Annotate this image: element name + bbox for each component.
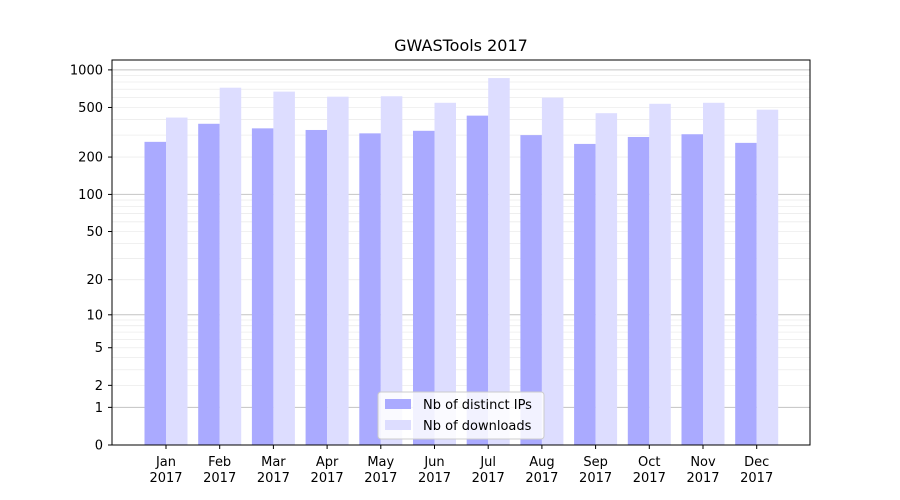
x-tick-label: Dec — [744, 455, 769, 470]
bar-distinct-ips — [574, 143, 596, 445]
x-tick-label: Sep — [583, 455, 608, 470]
x-tick-label: 2017 — [579, 471, 612, 486]
x-tick-label: May — [367, 455, 394, 470]
bar-downloads — [219, 87, 242, 445]
bar-distinct-ips — [251, 128, 274, 446]
y-tick-label: 500 — [78, 101, 103, 116]
bar-distinct-ips — [198, 123, 220, 445]
y-tick-label: 10 — [86, 308, 103, 323]
bar-downloads — [434, 102, 456, 446]
bar-downloads — [703, 102, 725, 446]
x-tick-label: 2017 — [311, 471, 344, 486]
x-tick-label: Feb — [208, 455, 231, 470]
bar-distinct-ips — [359, 133, 381, 446]
x-tick-label: Apr — [316, 455, 339, 470]
legend-box — [377, 391, 545, 440]
legend-swatch-downloads — [385, 420, 411, 430]
bar-downloads — [649, 103, 671, 446]
legend-label-distinct-ips: Nb of distinct IPs — [423, 398, 532, 413]
y-tick-label: 200 — [78, 151, 103, 166]
y-tick-label: 1 — [95, 401, 103, 416]
bar-distinct-ips — [466, 115, 489, 445]
bar-downloads — [273, 91, 295, 446]
chart-title: GWASTools 2017 — [394, 36, 528, 55]
bar-distinct-ips — [520, 135, 542, 445]
bar-distinct-ips — [305, 129, 328, 445]
x-tick-label: 2017 — [686, 471, 719, 486]
bar-distinct-ips — [144, 141, 166, 445]
bars — [144, 78, 779, 446]
y-tick-label: 5 — [95, 341, 103, 356]
x-tick-label: Jun — [423, 455, 444, 470]
legend-swatch-distinct-ips — [385, 399, 411, 409]
x-tick-label: 2017 — [257, 471, 290, 486]
bar-downloads — [380, 96, 403, 445]
x-tick-label: 2017 — [740, 471, 773, 486]
bar-downloads — [488, 78, 510, 445]
legend-label-downloads: Nb of downloads — [423, 419, 532, 434]
legend: Nb of distinct IPs Nb of downloads — [377, 391, 545, 440]
x-tick-label: Mar — [261, 455, 286, 470]
plot-frame — [111, 59, 811, 446]
x-tick-label: Jul — [479, 455, 496, 470]
x-tick-label: Oct — [638, 455, 660, 470]
bar-distinct-ips — [627, 136, 650, 446]
x-axis: Jan2017Feb2017Mar2017Apr2017May2017Jun20… — [149, 445, 773, 486]
y-tick-label: 2 — [95, 379, 103, 394]
x-tick-label: 2017 — [418, 471, 451, 486]
bar-distinct-ips — [681, 134, 703, 445]
x-tick-label: 2017 — [472, 471, 505, 486]
x-tick-label: 2017 — [525, 471, 558, 486]
y-tick-label: 100 — [78, 188, 103, 203]
bar-downloads — [756, 109, 779, 445]
x-tick-label: 2017 — [364, 471, 397, 486]
x-tick-label: Jan — [155, 455, 176, 470]
bar-downloads — [595, 113, 618, 445]
x-tick-label: Aug — [529, 455, 554, 470]
bar-distinct-ips — [413, 130, 435, 445]
x-tick-label: 2017 — [149, 471, 182, 486]
bar-distinct-ips — [735, 142, 757, 445]
x-tick-label: Nov — [690, 455, 716, 470]
y-tick-label: 50 — [86, 225, 103, 240]
x-tick-label: 2017 — [203, 471, 236, 486]
y-axis: 0 1 2 5 10 20 50 100 200 500 1000 — [70, 63, 112, 454]
bar-downloads — [166, 117, 188, 445]
bar-downloads — [327, 96, 349, 445]
y-tick-label: 20 — [86, 273, 103, 288]
y-tick-label: 0 — [95, 439, 103, 454]
x-tick-label: 2017 — [633, 471, 666, 486]
y-tick-label: 1000 — [70, 63, 103, 78]
bar-downloads — [541, 97, 564, 445]
